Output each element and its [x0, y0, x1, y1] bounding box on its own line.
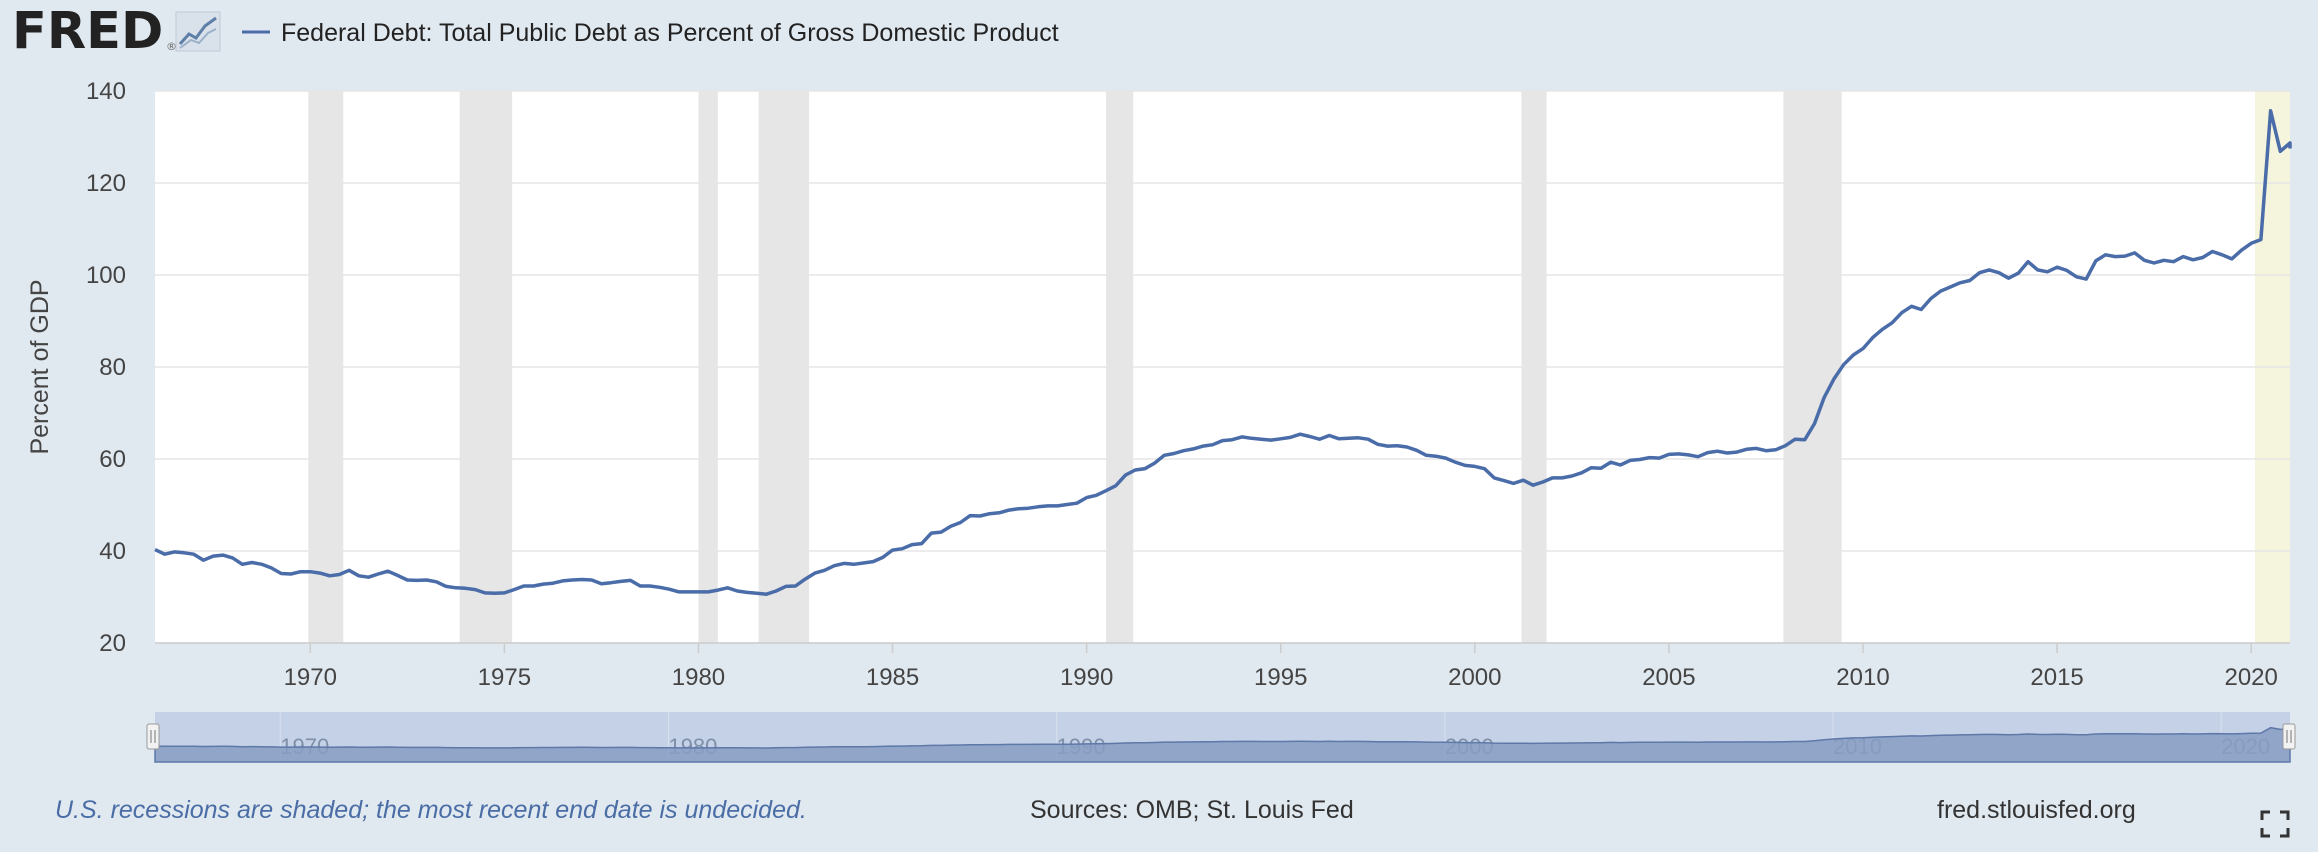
y-tick-label: 20: [99, 630, 126, 657]
fred-logo[interactable]: FRED ®: [12, 2, 221, 61]
range-navigator[interactable]: 197019801990200020102020: [146, 712, 2296, 763]
navigator-right-handle[interactable]: [2282, 723, 2296, 750]
fred-logo-text: FRED: [12, 2, 163, 61]
series-line: [154, 109, 2292, 596]
fullscreen-icon[interactable]: [2260, 810, 2290, 838]
navigator-left-handle[interactable]: [146, 723, 160, 750]
x-tick-label: 1980: [672, 664, 725, 691]
grid-lines: [155, 90, 2290, 644]
x-tick-label: 1970: [284, 664, 337, 691]
y-tick-label: 80: [99, 354, 126, 381]
recession-note: U.S. recessions are shaded; the most rec…: [55, 796, 807, 824]
y-axis-ticks: 20 40 60 80 100 120 140: [86, 78, 126, 657]
y-tick-label: 140: [86, 78, 126, 105]
sources-text: Sources: OMB; St. Louis Fed: [1030, 796, 1354, 824]
x-axis-ticks: 1970 1975 1980 1985 1990 1995 2000 2005 2010 2015…: [155, 642, 2290, 691]
x-tick-label: 2020: [2224, 664, 2277, 691]
x-tick-label: 2005: [1642, 664, 1695, 691]
x-tick-label: 2015: [2030, 664, 2083, 691]
y-tick-label: 40: [99, 538, 126, 565]
x-tick-label: 1985: [866, 664, 919, 691]
y-axis-label: Percent of GDP: [26, 279, 54, 454]
fred-logo-graph-icon: [175, 11, 221, 52]
x-tick-label: 2010: [1836, 664, 1889, 691]
series-title[interactable]: Federal Debt: Total Public Debt as Perce…: [281, 19, 1059, 47]
y-tick-label: 120: [86, 170, 126, 197]
y-tick-label: 60: [99, 446, 126, 473]
x-tick-label: 2000: [1448, 664, 1501, 691]
site-link[interactable]: fred.stlouisfed.org: [1937, 796, 2136, 824]
data-series: [154, 109, 2292, 596]
x-tick-label: 1995: [1254, 664, 1307, 691]
navigator-series-area: [154, 726, 2291, 763]
x-tick-label: 1975: [478, 664, 531, 691]
x-tick-label: 1990: [1060, 664, 1113, 691]
y-tick-label: 100: [86, 262, 126, 289]
fred-logo-registered: ®: [166, 40, 177, 53]
